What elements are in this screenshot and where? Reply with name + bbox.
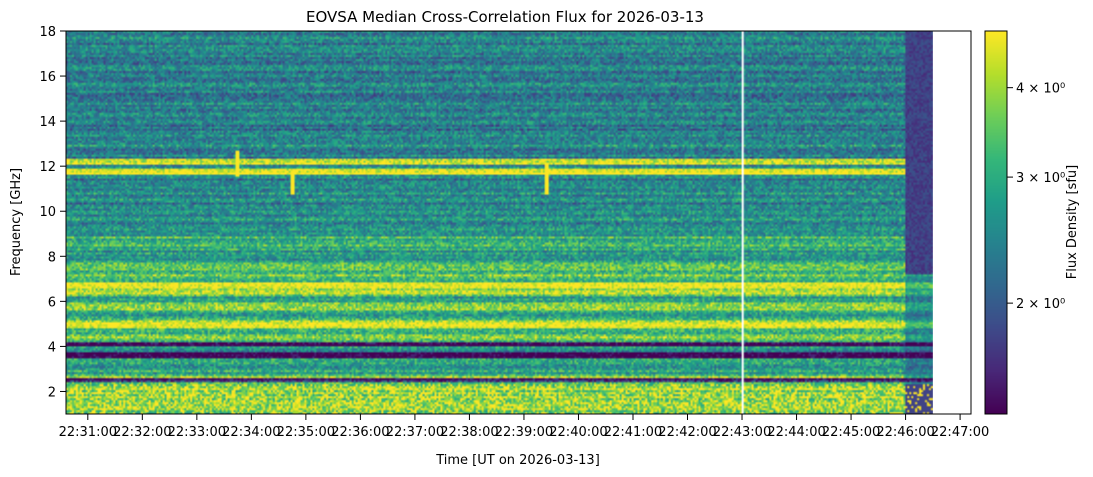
x-tick-label: 22:31:00 (59, 425, 117, 440)
x-tick-label: 22:41:00 (604, 425, 662, 440)
plot-frame (65, 30, 972, 415)
y-tick-label: 14 (39, 115, 56, 130)
x-tick-label: 22:35:00 (277, 425, 335, 440)
chart-title: EOVSA Median Cross-Correlation Flux for … (306, 8, 704, 26)
y-tick-label: 18 (39, 25, 56, 40)
x-tick-label: 22:44:00 (767, 425, 825, 440)
colorbar-tick-label: 2 × 10⁰ (1016, 297, 1065, 312)
x-tick-label: 22:32:00 (113, 425, 171, 440)
x-tick-label: 22:37:00 (386, 425, 444, 440)
colorbar-tick-label: 3 × 10⁰ (1016, 171, 1065, 186)
y-tick-label: 10 (39, 205, 56, 220)
x-tick-label: 22:38:00 (440, 425, 498, 440)
colorbar-gradient (985, 31, 1007, 414)
x-axis-label: Time [UT on 2026-03-13] (435, 453, 600, 468)
plot-area (65, 30, 972, 415)
heatmap-image (66, 31, 933, 414)
x-tick-label: 22:43:00 (713, 425, 771, 440)
x-tick-label: 22:46:00 (876, 425, 934, 440)
x-tick-label: 22:47:00 (931, 425, 989, 440)
colorbar-label: Flux Density [sfu] (1065, 165, 1080, 279)
colorbar-axis: 4 × 10⁰ 3 × 10⁰ 2 × 10⁰ (1007, 82, 1065, 312)
y-tick-label: 12 (39, 160, 56, 175)
x-tick-label: 22:36:00 (331, 425, 389, 440)
y-tick-label: 2 (48, 385, 56, 400)
x-tick-label: 22:40:00 (549, 425, 607, 440)
x-tick-label: 22:42:00 (658, 425, 716, 440)
x-tick-label: 22:39:00 (495, 425, 553, 440)
colorbar: 4 × 10⁰ 3 × 10⁰ 2 × 10⁰ Flux Density [sfu] (984, 30, 1080, 415)
x-axis: 22:31:0022:32:0022:33:0022:34:0022:35:00… (59, 414, 989, 440)
y-tick-label: 4 (48, 340, 56, 355)
y-axis-label: Frequency [GHz] (9, 168, 24, 276)
colorbar-frame (984, 30, 1008, 415)
x-tick-label: 22:34:00 (222, 425, 280, 440)
y-axis: 2 4 6 8 10 12 14 16 18 (39, 25, 66, 400)
y-tick-label: 6 (48, 295, 56, 310)
y-tick-label: 8 (48, 250, 56, 265)
x-tick-label: 22:33:00 (168, 425, 226, 440)
y-tick-label: 16 (39, 70, 56, 85)
x-tick-label: 22:45:00 (822, 425, 880, 440)
colorbar-tick-label: 4 × 10⁰ (1016, 82, 1065, 97)
